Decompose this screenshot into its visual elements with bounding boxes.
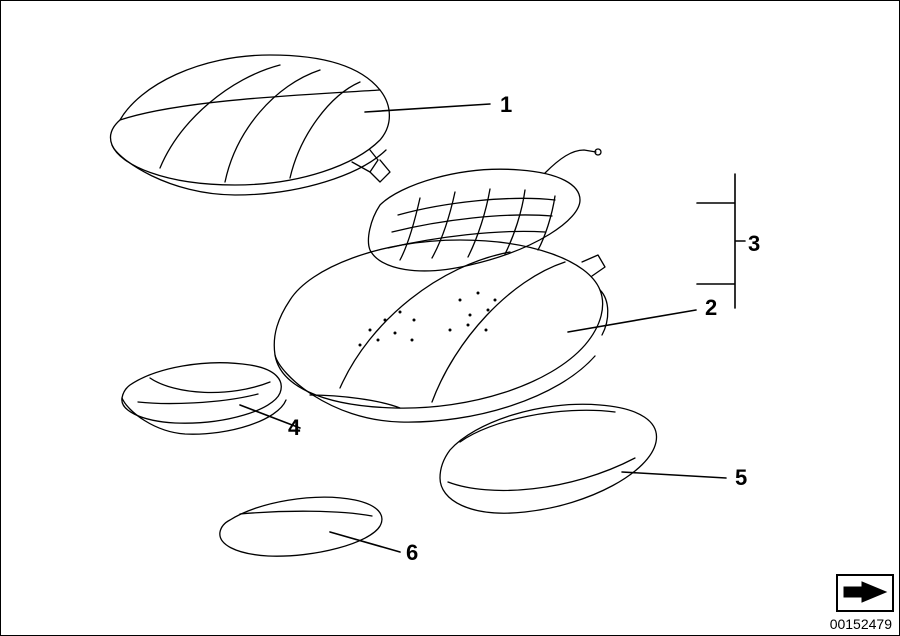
part-thigh-bolster [122, 363, 286, 434]
callout-2: 2 [705, 295, 717, 321]
diagram-canvas: 1 2 3 4 5 6 00152479 [0, 0, 900, 636]
part-foam-base [274, 240, 608, 422]
callout-1: 1 [500, 92, 512, 118]
callout-4: 4 [288, 415, 300, 441]
parts-illustration [0, 0, 900, 636]
callout-3: 3 [748, 231, 760, 257]
callout-5: 5 [735, 465, 747, 491]
diagram-id: 00152479 [830, 616, 892, 632]
part-heater-mat [368, 149, 601, 271]
next-page-icon[interactable] [836, 574, 894, 612]
part-seat-cover [110, 55, 390, 195]
part-seat-pan [440, 404, 657, 513]
callout-6: 6 [406, 540, 418, 566]
part-thigh-cover [220, 497, 382, 556]
